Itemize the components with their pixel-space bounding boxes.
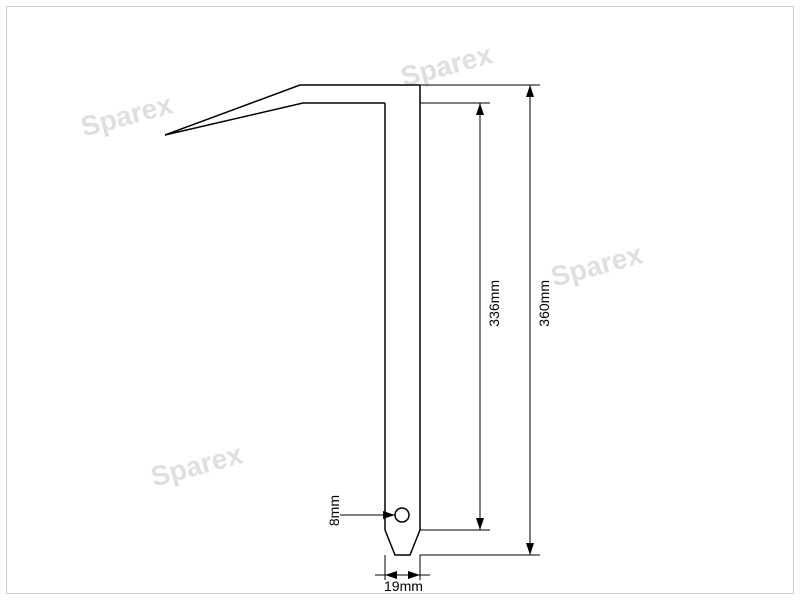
dimension-label-inner-height: 336mm — [486, 280, 502, 327]
dimension-label-outer-height: 360mm — [536, 280, 552, 327]
technical-drawing — [0, 0, 800, 600]
dimension-label-hole: 8mm — [326, 495, 342, 526]
dimension-label-width: 19mm — [384, 578, 423, 594]
